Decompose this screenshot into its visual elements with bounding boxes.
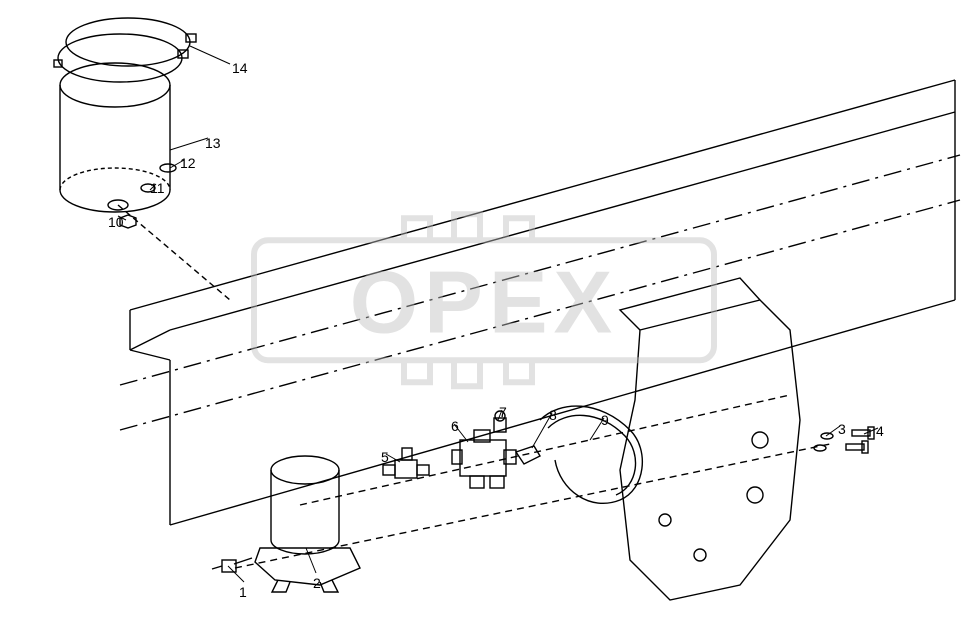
- callout-1: 1: [239, 584, 247, 600]
- callout-2: 2: [313, 575, 321, 591]
- callout-12: 12: [180, 155, 196, 171]
- callout-6: 6: [451, 418, 459, 434]
- callout-8: 8: [549, 407, 557, 423]
- mounting-bracket: [540, 278, 800, 600]
- callout-4: 4: [876, 423, 884, 439]
- callout-10: 10: [108, 214, 124, 230]
- callout-3: 3: [838, 421, 846, 437]
- callout-9: 9: [601, 412, 609, 428]
- frame-rail: [120, 80, 960, 525]
- callout-7: 7: [499, 404, 507, 420]
- air-reservoir: [54, 18, 196, 212]
- callout-5: 5: [381, 449, 389, 465]
- leader-lines: [118, 46, 878, 582]
- callout-14: 14: [232, 60, 248, 76]
- callout-11: 11: [150, 180, 165, 196]
- reservoir-hardware: [118, 164, 230, 300]
- callout-13: 13: [205, 135, 221, 151]
- diagram-canvas: OPEX 1 2 3 4 5 6 7 8 9 10 11 12 13 14: [0, 0, 968, 631]
- drawing-svg: [0, 0, 968, 631]
